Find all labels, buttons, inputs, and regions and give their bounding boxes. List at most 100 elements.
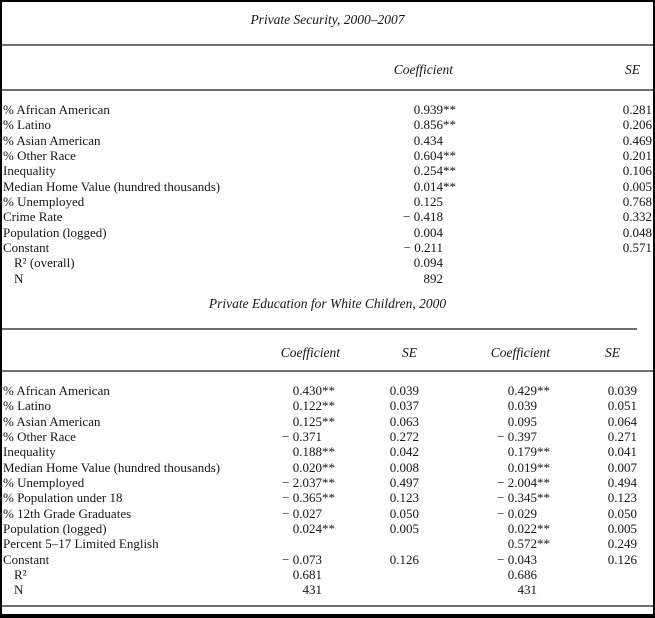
value-cell: − 2.004**	[497, 475, 550, 491]
row-label: % African American	[3, 102, 110, 117]
value-cell: 0.281	[622, 102, 652, 117]
row-label: Percent 5–17 Limited English	[3, 536, 159, 552]
value-cell: − 0.043	[497, 551, 537, 567]
table-row: % Other Race 0.604** 0.201	[2, 148, 653, 163]
value-cell: 0.007	[607, 459, 637, 475]
value-cell: 0.022**	[507, 521, 550, 537]
value-cell: 0.051	[607, 398, 637, 414]
table1-body: % African American 0.939** 0.281 % Latino 0.…	[2, 102, 653, 286]
row-label: Population (logged)	[3, 521, 107, 537]
table-row: R² (overall) 0.094	[2, 255, 653, 270]
table1-header-se: SE	[625, 62, 640, 77]
row-label: % African American	[3, 383, 110, 398]
table-row: % Other Race − 0.371 0.272 − 0.397 0.271	[2, 429, 653, 444]
table2-title: Private Education for White Children, 20…	[208, 296, 447, 311]
row-label: Inequality	[3, 444, 56, 460]
row-label: % Latino	[3, 398, 52, 414]
value-cell: 0.429**	[507, 383, 550, 398]
divider	[2, 328, 637, 330]
value-cell: − 0.397	[497, 429, 537, 445]
value-cell: − 0.371	[282, 429, 322, 445]
table2-header-coefficient-1: Coefficient	[280, 345, 340, 360]
value-cell: 0.494	[607, 475, 637, 491]
row-label: Median Home Value (hundred thousands)	[3, 178, 221, 194]
table-row: % Latino 0.856** 0.206	[2, 117, 653, 132]
value-cell: 0.004	[413, 224, 443, 240]
table-row: % Latino 0.122** 0.037 0.039 0.051	[2, 398, 653, 413]
table2-header-se-2: SE	[605, 345, 620, 360]
row-label: Median Home Value (hundred thousands)	[3, 459, 221, 475]
value-cell: 0.201	[622, 148, 652, 164]
value-cell: 0.271	[607, 429, 637, 445]
value-cell: 0.126	[607, 551, 637, 567]
value-cell: 0.332	[622, 209, 652, 225]
table-row: % 12th Grade Graduates − 0.027 0.050 − 0.02…	[2, 506, 653, 521]
value-cell: 0.469	[622, 132, 652, 148]
row-label: % Population under 18	[3, 490, 123, 506]
value-cell: 0.050	[607, 505, 637, 521]
value-cell: 0.122**	[292, 398, 335, 414]
table-row: N 431 431	[2, 582, 653, 597]
value-cell: 0.014**	[413, 178, 456, 194]
value-cell: − 0.073	[282, 551, 322, 567]
table-row: % Asian American 0.434 0.469	[2, 133, 653, 148]
value-cell: 0.571	[622, 240, 652, 256]
value-cell: 0.125	[413, 194, 443, 210]
row-label: Population (logged)	[3, 224, 107, 240]
row-label: N	[14, 582, 24, 598]
value-cell: 0.037	[389, 398, 419, 414]
value-cell: 0.095	[507, 413, 537, 429]
table-row: % Unemployed − 2.037** 0.497 − 2.004** 0.494	[2, 475, 653, 490]
value-cell: 0.005	[607, 521, 637, 537]
value-cell: 0.039	[507, 398, 537, 414]
table-row: Constant − 0.211 0.571	[2, 240, 653, 255]
table-row: Median Home Value (hundred thousands) 0.0…	[2, 179, 653, 194]
table-row: Median Home Value (hundred thousands) 0.0…	[2, 460, 653, 475]
row-label: % Other Race	[3, 148, 76, 164]
value-cell: 0.681	[292, 567, 322, 583]
value-cell: 0.020**	[292, 459, 335, 475]
table2-header-se-1: SE	[402, 345, 417, 360]
value-cell: 0.497	[389, 475, 419, 491]
value-cell: 0.434	[413, 132, 443, 148]
value-cell: − 0.027	[282, 505, 322, 521]
table2-header-coefficient-2: Coefficient	[490, 345, 550, 360]
table-row: % African American 0.430** 0.039 0.429** 0.0…	[2, 383, 653, 398]
value-cell: 0.042	[389, 444, 419, 460]
value-cell: − 0.418	[403, 209, 443, 225]
value-cell: 0.094	[413, 255, 443, 271]
value-cell: 0.179**	[507, 444, 550, 460]
row-label: N	[14, 270, 24, 286]
value-cell: 0.005	[389, 521, 419, 537]
value-cell: 0.063	[389, 413, 419, 429]
table-row: R² 0.681 0.686	[2, 567, 653, 582]
table-row: Population (logged) 0.024** 0.005 0.022** 0.…	[2, 521, 653, 536]
value-cell: 0.686	[507, 567, 537, 583]
divider	[2, 44, 653, 46]
value-cell: 0.106	[622, 163, 652, 179]
value-cell: 0.041	[607, 444, 637, 460]
value-cell: 0.604**	[413, 148, 456, 164]
value-cell: 0.188**	[292, 444, 335, 460]
table2-body: % African American 0.430** 0.039 0.429** 0.0…	[2, 383, 653, 598]
value-cell: 0.039	[607, 383, 637, 398]
table-row: Inequality 0.254** 0.106	[2, 163, 653, 178]
table-row: Population (logged) 0.004 0.048	[2, 225, 653, 240]
value-cell: 0.048	[622, 224, 652, 240]
row-label: Constant	[3, 240, 50, 256]
value-cell: 0.126	[389, 551, 419, 567]
row-label: % Unemployed	[3, 194, 85, 210]
value-cell: 0.005	[622, 178, 652, 194]
row-label: R²	[14, 567, 27, 583]
row-label: Inequality	[3, 163, 56, 179]
value-cell: 0.768	[622, 194, 652, 210]
value-cell: 0.254**	[413, 163, 456, 179]
row-label: % Asian American	[3, 132, 101, 148]
divider	[2, 370, 653, 372]
row-label: Crime Rate	[3, 209, 63, 225]
value-cell: 431	[517, 582, 538, 598]
table-row: Inequality 0.188** 0.042 0.179** 0.041	[2, 444, 653, 459]
divider	[2, 89, 653, 91]
table-row: % Asian American 0.125** 0.063 0.095 0.064	[2, 414, 653, 429]
value-cell: 892	[423, 270, 444, 286]
